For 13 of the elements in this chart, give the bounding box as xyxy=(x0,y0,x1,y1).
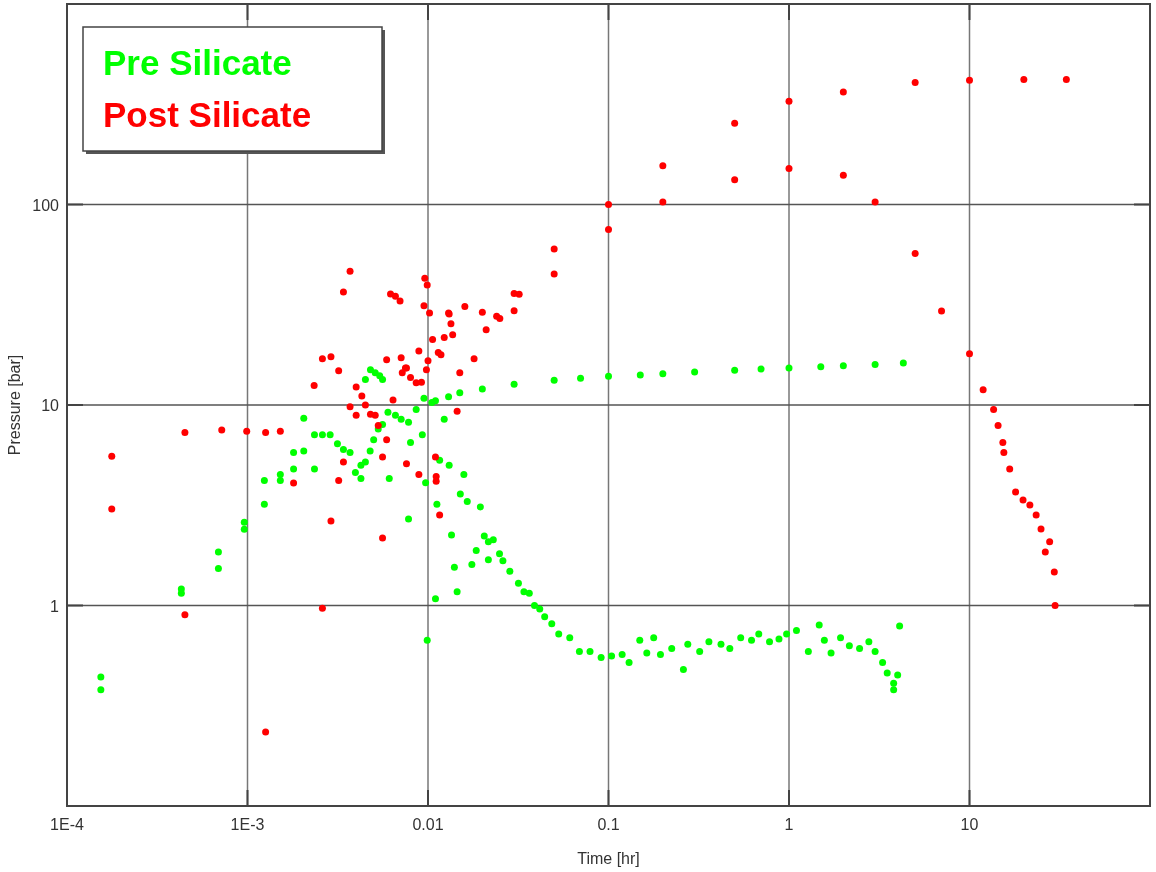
y-axis-title: Pressure [bar] xyxy=(6,354,23,456)
x-tick-label: 0.01 xyxy=(412,816,444,833)
text: Pre Silicate xyxy=(103,43,292,82)
x-tick-label: 1 xyxy=(784,816,794,833)
x-axis-title: Time [hr] xyxy=(577,850,640,867)
text: Post Silicate xyxy=(103,95,312,134)
x-tick-label: 1E-3 xyxy=(230,816,265,833)
y-tick-label: 10 xyxy=(41,397,60,414)
x-tick-label: 0.1 xyxy=(597,816,620,833)
x-tick-label: 1E-4 xyxy=(50,816,84,833)
y-tick-label: 100 xyxy=(32,196,60,214)
y-tick-label: 1 xyxy=(50,597,60,615)
x-tick-label: 10 xyxy=(960,816,979,833)
